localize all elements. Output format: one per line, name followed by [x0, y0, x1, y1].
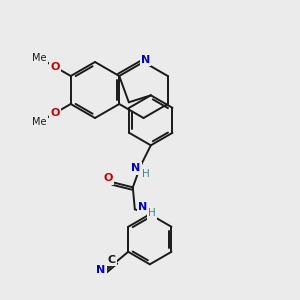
Text: N: N: [96, 266, 105, 275]
Text: O: O: [50, 62, 60, 72]
Text: N: N: [141, 55, 150, 65]
Text: Me: Me: [32, 53, 47, 63]
Text: C: C: [108, 255, 116, 265]
Text: O: O: [103, 173, 112, 183]
Text: O: O: [50, 108, 60, 118]
Text: N: N: [138, 202, 148, 212]
Text: H: H: [142, 169, 150, 179]
Text: H: H: [148, 208, 156, 218]
Text: N: N: [131, 163, 140, 173]
Text: Me: Me: [32, 117, 47, 127]
